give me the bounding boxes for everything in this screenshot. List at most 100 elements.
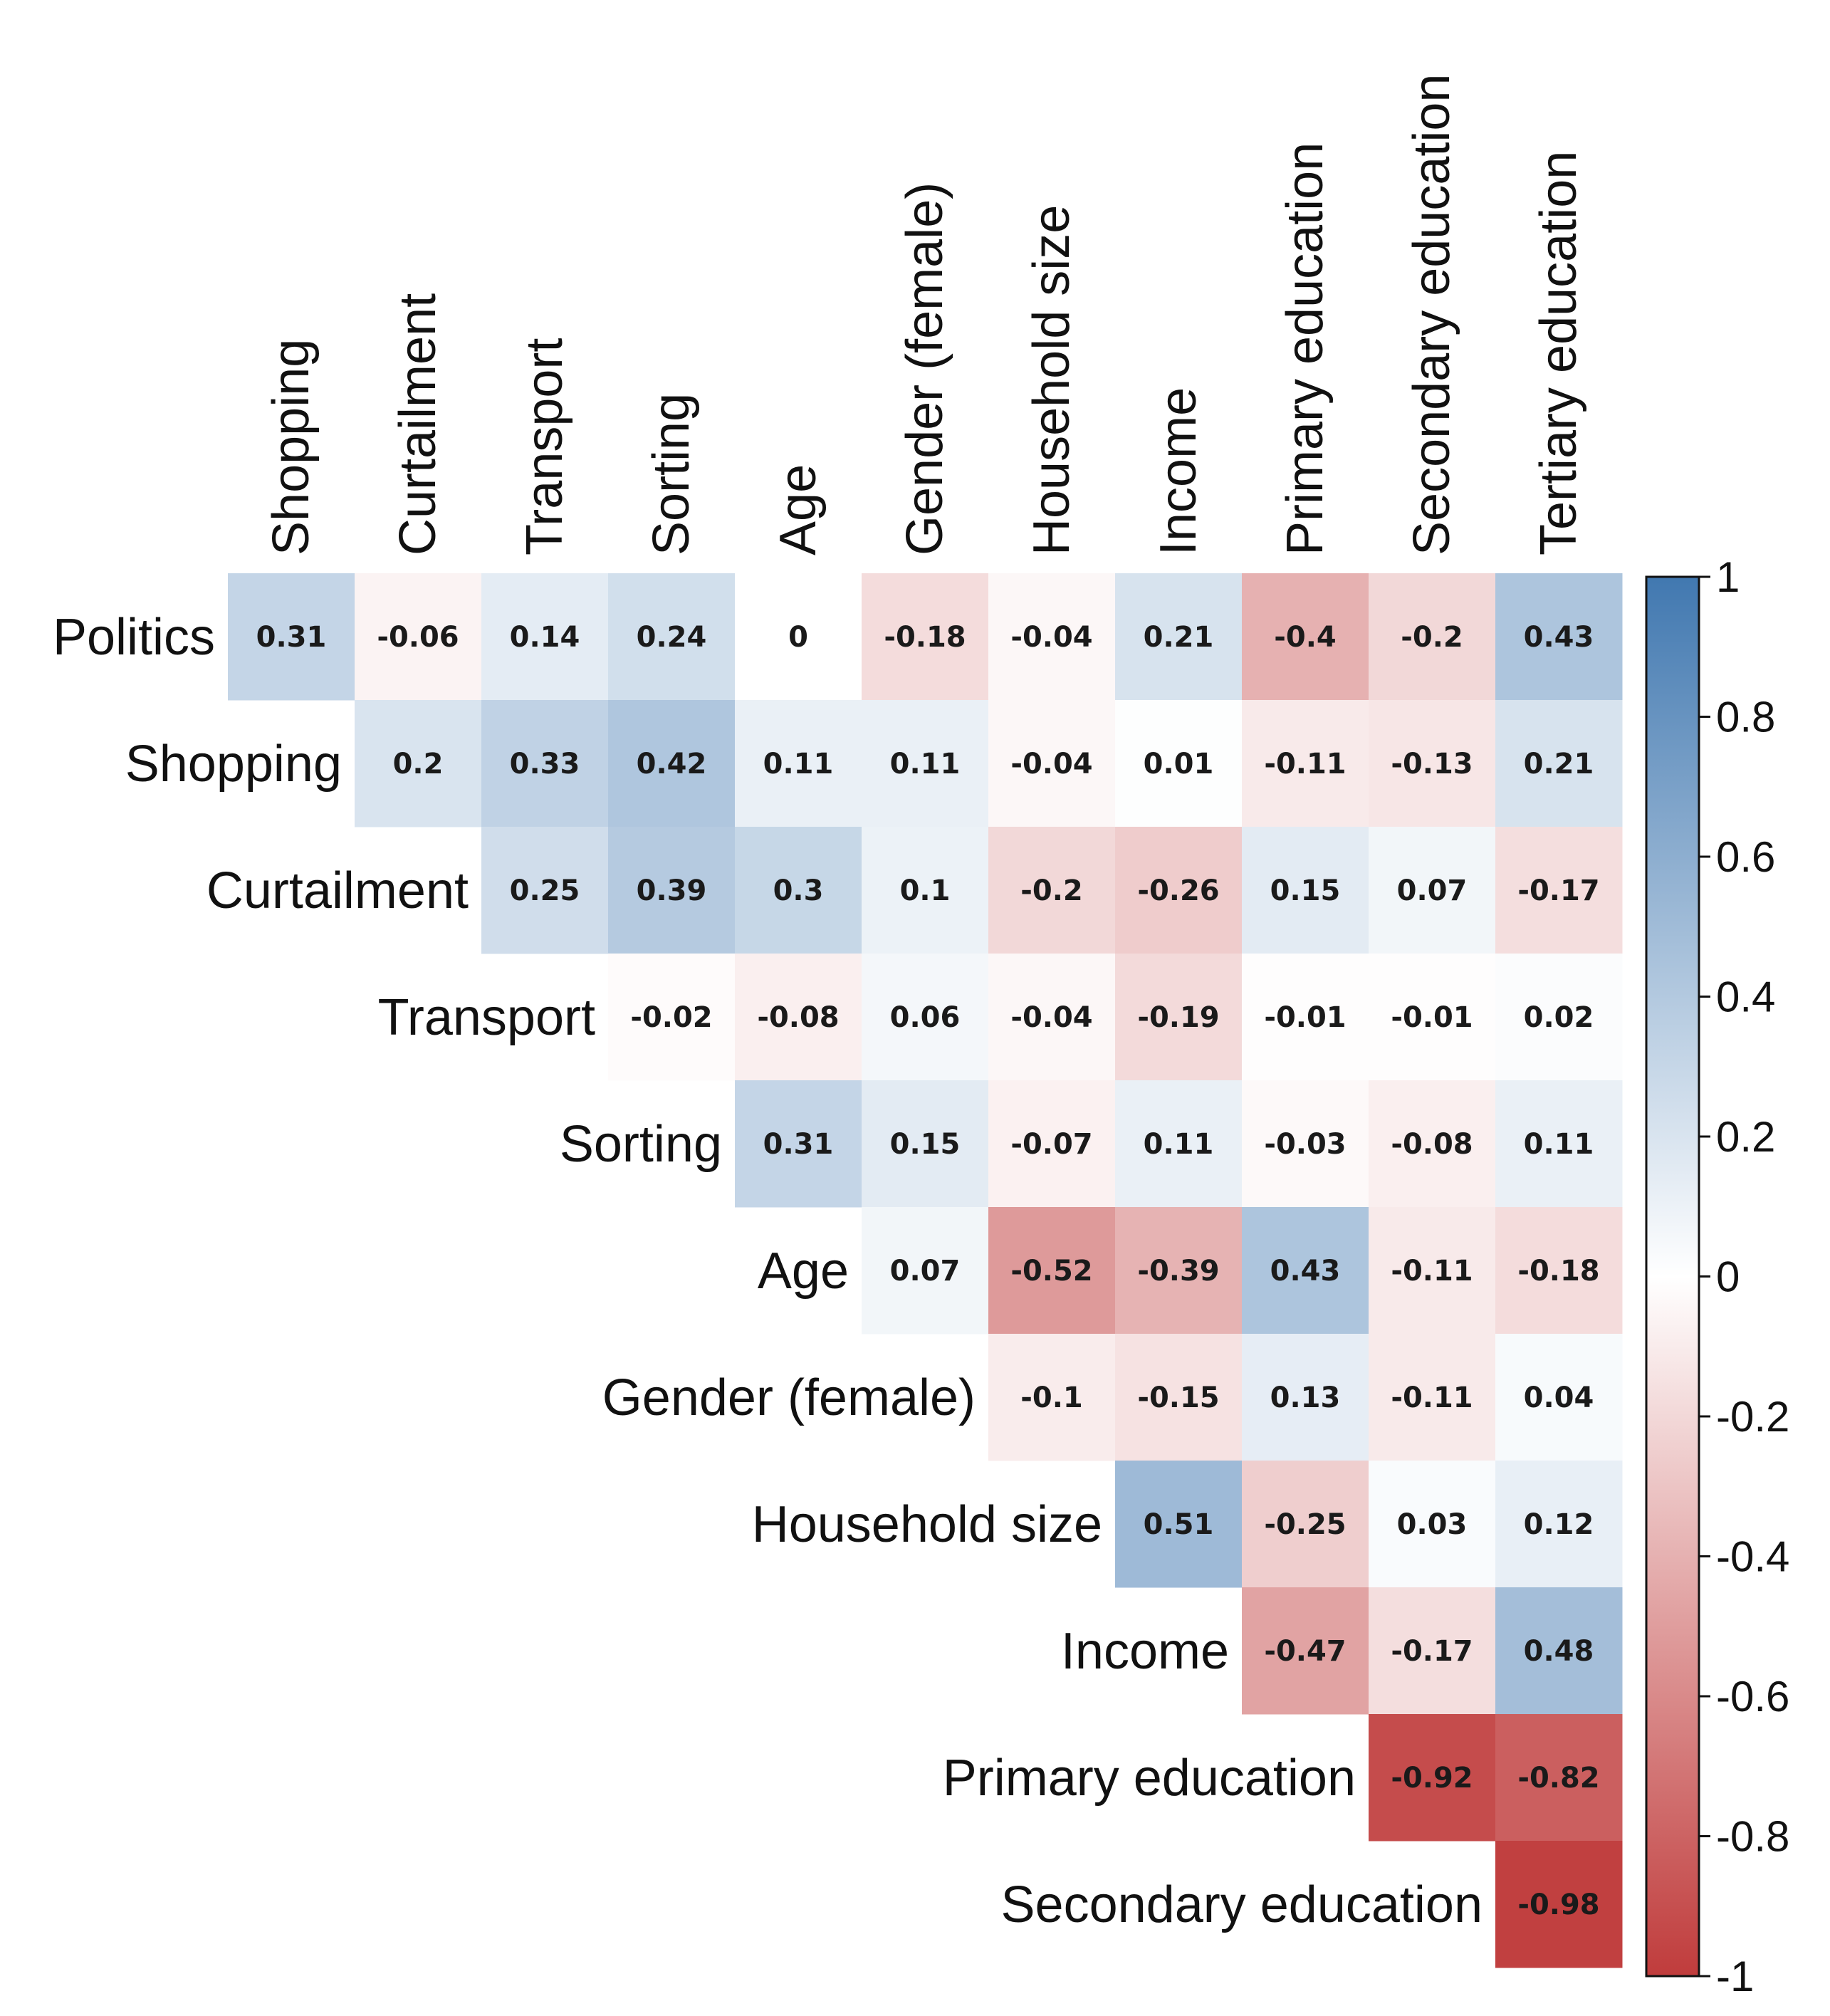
- colorbar-tick-label: -0.4: [1716, 1533, 1789, 1581]
- colorbar-tick-label: 0: [1716, 1253, 1740, 1301]
- heatmap-cell: [735, 1080, 862, 1208]
- row-label: Shopping: [125, 736, 342, 793]
- cell-value: 0.03: [1397, 1508, 1468, 1541]
- heatmap-cell: [988, 827, 1116, 954]
- cell-value: 0.25: [510, 874, 580, 907]
- cell-value: -0.39: [1137, 1255, 1219, 1288]
- colorbar-gradient: [1645, 575, 1700, 1978]
- cell-value: 0.14: [510, 621, 580, 654]
- colorbar-tick-label: -0.2: [1716, 1393, 1789, 1441]
- column-label: Transport: [516, 338, 573, 555]
- cell-value: 0.07: [890, 1255, 961, 1288]
- heatmap-cell: [1369, 827, 1496, 954]
- heatmap-cell: [1369, 1334, 1496, 1461]
- colorbar-tick-label: -1: [1716, 1953, 1754, 2000]
- column-label: Primary education: [1277, 142, 1334, 555]
- cell-value: 0.48: [1524, 1635, 1594, 1668]
- heatmap-cell: [988, 700, 1116, 827]
- cell-value: 0.51: [1144, 1508, 1214, 1541]
- cell-value: 0.15: [890, 1128, 961, 1161]
- heatmap-cell: [1495, 1334, 1623, 1461]
- row-label: Transport: [378, 989, 595, 1046]
- heatmap-cell: [1242, 700, 1369, 827]
- column-label: Tertiary education: [1530, 151, 1587, 555]
- cell-value: -0.01: [1391, 1001, 1473, 1034]
- cell-value: -0.11: [1391, 1382, 1473, 1414]
- cell-value: 0.24: [637, 621, 707, 654]
- colorbar-tick-label: 0.4: [1716, 973, 1775, 1021]
- heatmap-cell: [1115, 1334, 1243, 1461]
- row-label: Household size: [752, 1496, 1102, 1553]
- heatmap-cell: [481, 827, 609, 954]
- cell-value: -0.07: [1010, 1128, 1092, 1161]
- heatmap-cell: [735, 700, 862, 827]
- heatmap-cell: [1115, 827, 1243, 954]
- cell-value: 0.07: [1397, 874, 1468, 907]
- heatmap-cell: [862, 700, 989, 827]
- cell-value: 0.43: [1270, 1255, 1341, 1288]
- heatmap-cell: [1369, 1587, 1496, 1715]
- cell-value: -0.25: [1264, 1508, 1346, 1541]
- heatmap-cell: [1115, 1080, 1243, 1208]
- cell-value: -0.02: [630, 1001, 712, 1034]
- row-label: Sorting: [560, 1116, 722, 1173]
- cell-value: -0.04: [1010, 621, 1092, 654]
- cell-value: 0.21: [1144, 621, 1214, 654]
- heatmap-cell: [1242, 1587, 1369, 1715]
- heatmap-cell: [1369, 700, 1496, 827]
- row-label: Politics: [53, 609, 215, 666]
- cell-value: -0.15: [1137, 1382, 1219, 1414]
- heatmap-cell: [481, 700, 609, 827]
- cell-value: 0.12: [1524, 1508, 1594, 1541]
- column-label: Gender (female): [896, 182, 953, 555]
- heatmap-cell: [1242, 1334, 1369, 1461]
- cell-value: -0.04: [1010, 1001, 1092, 1034]
- heatmap-cell: [1495, 827, 1623, 954]
- colorbar-tick-label: 0.2: [1716, 1113, 1775, 1161]
- cell-value: 0.01: [1144, 748, 1214, 780]
- heatmap-cell: [1115, 573, 1243, 701]
- cell-value: -0.04: [1010, 748, 1092, 780]
- heatmap-cell: [1495, 1207, 1623, 1335]
- row-labels: Politics Shopping Curtailment Transport Sort…: [53, 609, 1483, 1933]
- row-label: Secondary education: [1001, 1876, 1483, 1933]
- heatmap-cell: [1495, 1714, 1623, 1842]
- heatmap-cell: [1369, 1461, 1496, 1588]
- cell-value: 0.11: [1144, 1128, 1214, 1161]
- cell-value: 0.31: [763, 1128, 834, 1161]
- heatmap-cell: [862, 1080, 989, 1208]
- heatmap-cell: [1115, 1461, 1243, 1588]
- cell-value: -0.4: [1274, 621, 1336, 654]
- heatmap-cell: [1495, 1080, 1623, 1208]
- colorbar-tick-label: -0.6: [1716, 1673, 1789, 1720]
- heatmap-cell: [1242, 1207, 1369, 1335]
- heatmap-cells: 0.31 -0.06 0.14 0.24 0 -0.18 -0.04 0.21 -0.4 -0.2…: [228, 573, 1623, 1968]
- heatmap-cell: [988, 954, 1116, 1081]
- cell-value: 0.11: [890, 748, 961, 780]
- heatmap-cell: [862, 573, 989, 701]
- cell-value: -0.13: [1391, 748, 1473, 780]
- column-labels: Shopping Curtailment Transport Sorting Age Ge…: [263, 74, 1587, 555]
- cell-value: 0.15: [1270, 874, 1341, 907]
- heatmap-cell: [1242, 954, 1369, 1081]
- cell-value: 0.11: [1524, 1128, 1594, 1161]
- cell-value: -0.1: [1020, 1382, 1082, 1414]
- cell-value: 0.3: [773, 874, 824, 907]
- heatmap-cell: [988, 1334, 1116, 1461]
- cell-value: -0.2: [1401, 621, 1463, 654]
- column-label: Shopping: [263, 339, 320, 555]
- heatmap-cell: [1369, 954, 1496, 1081]
- cell-value: 0.06: [890, 1001, 961, 1034]
- heatmap-cell: [481, 573, 609, 701]
- heatmap-cell: [1369, 1714, 1496, 1842]
- heatmap-cell: [1242, 1461, 1369, 1588]
- heatmap-cell: [1495, 573, 1623, 701]
- cell-value: 0.11: [763, 748, 834, 780]
- heatmap-cell: [735, 954, 862, 1081]
- heatmap-cell: [1115, 1207, 1243, 1335]
- heatmap-cell: [1242, 573, 1369, 701]
- cell-value: 0.39: [637, 874, 707, 907]
- heatmap-cell: [735, 573, 862, 701]
- row-label: Income: [1061, 1623, 1229, 1680]
